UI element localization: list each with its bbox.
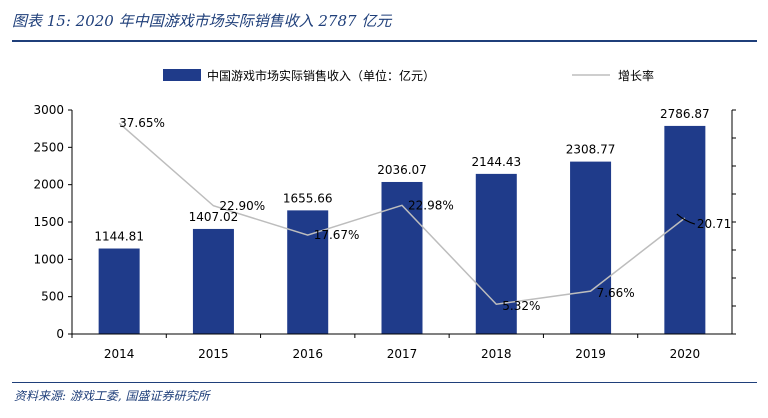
growth-labels: 37.65% 22.90% 17.67% 22.98% 5.32% 7.66% 20.71: [119, 116, 731, 313]
growth-value-label: 17.67%: [314, 228, 360, 242]
x-tick-label: 2019: [575, 347, 606, 361]
growth-value-label: 5.32%: [502, 299, 540, 313]
bar-value-label: 1144.81: [94, 230, 144, 244]
bar-value-label: 1407.02: [189, 210, 239, 224]
y-tick-label: 1500: [33, 215, 64, 229]
bars: [98, 125, 706, 335]
bar-value-label: 2036.07: [377, 163, 427, 177]
bar: [570, 161, 612, 334]
growth-rate-line: [118, 122, 686, 306]
bar-value-label: 2786.87: [660, 107, 710, 121]
x-tick-label: 2015: [198, 347, 229, 361]
y-tick-label: 500: [41, 290, 64, 304]
growth-value-label: 7.66%: [597, 286, 635, 300]
source-note: 资料来源: 游戏工委, 国盛证券研究所: [14, 389, 210, 403]
growth-value-label: 22.98%: [408, 198, 454, 212]
figure-title: 图表 15: 2020 年中国游戏市场实际销售收入 2787 亿元: [12, 12, 392, 30]
legend-line-label: 增长率: [618, 68, 654, 83]
bar: [475, 173, 517, 334]
y-tick-label: 2500: [33, 140, 64, 154]
growth-value-label: 37.65%: [119, 116, 165, 130]
x-tick-label: 2017: [387, 347, 418, 361]
bar: [381, 181, 423, 334]
bar-labels: 1144.81 1407.02 1655.66 2036.07 2144.43 2308.…: [94, 107, 709, 244]
x-tick-label: 2018: [481, 347, 512, 361]
bar: [192, 228, 234, 334]
title-rule: [12, 40, 757, 42]
bar: [98, 248, 140, 334]
growth-value-label: 22.90%: [219, 199, 265, 213]
growth-label-leader: [676, 213, 696, 225]
y-tick-label: 1000: [33, 252, 64, 266]
bar-value-label: 2144.43: [471, 155, 521, 169]
y-tick-label: 0: [56, 327, 64, 341]
x-axis: 2014 2015 2016 2017 2018 2019 2020: [71, 333, 732, 361]
legend-bar-swatch: [163, 69, 201, 81]
x-tick-label: 2020: [670, 347, 701, 361]
legend: 中国游戏市场实际销售收入（单位：亿元） 增长率: [163, 68, 654, 83]
y-axis: 0 500 1000 1500 2000 2500 3000: [33, 103, 73, 341]
growth-value-label: 20.71: [697, 217, 731, 231]
y-tick-label: 3000: [33, 103, 64, 117]
y-tick-label: 2000: [33, 178, 64, 192]
legend-bar-label: 中国游戏市场实际销售收入（单位：亿元）: [207, 68, 435, 83]
y2-axis: [731, 109, 736, 335]
x-tick-label: 2016: [292, 347, 323, 361]
x-tick-label: 2014: [104, 347, 135, 361]
bar-value-label: 1655.66: [283, 191, 333, 205]
bar: [664, 125, 706, 335]
bar-value-label: 2308.77: [566, 143, 616, 157]
growth-line: [118, 122, 686, 306]
source-rule: [12, 382, 757, 383]
